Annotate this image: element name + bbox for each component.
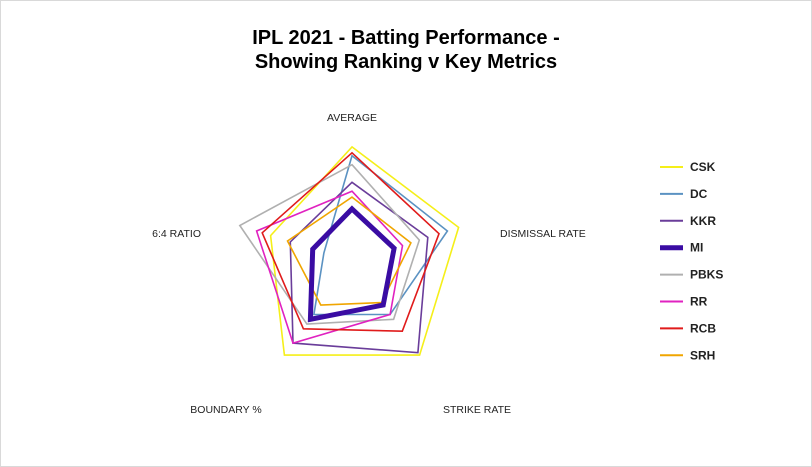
legend-label-rcb: RCB (690, 321, 716, 335)
series-dc-line (312, 154, 449, 316)
chart-title-line-2: Showing Ranking v Key Metrics (254, 51, 558, 73)
series-csk-line (269, 145, 460, 356)
legend-label-dc: DC (690, 187, 708, 201)
legend-label-csk: CSK (690, 160, 716, 174)
series-rcb-line (261, 151, 440, 333)
series-layer (238, 145, 460, 356)
chart-title-line-1: IPL 2021 - Batting Performance - (252, 27, 560, 49)
axis-label-boundary-: BOUNDARY % (190, 404, 261, 416)
legend-label-mi: MI (690, 241, 703, 255)
series-mi-line (307, 205, 397, 323)
axis-label-6-4-ratio: 6:4 RATIO (152, 228, 201, 240)
series-srh-line (286, 196, 412, 306)
axis-labels: AVERAGE DISMISSAL RATE STRIKE RATE BOUNDARY… (152, 112, 586, 416)
chart-title: IPL 2021 - Batting Performance - Showing… (0, 26, 812, 74)
legend-label-kkr: KKR (690, 214, 716, 228)
legend-label-srh: SRH (690, 348, 715, 362)
series-pbks-line (238, 163, 421, 325)
legend-label-pbks: PBKS (690, 268, 723, 282)
axis-label-average: AVERAGE (327, 112, 377, 124)
axis-label-dismissal-rate: DISMISSAL RATE (500, 228, 586, 240)
axis-label-strike-rate: STRIKE RATE (443, 404, 511, 416)
legend-label-rr: RR (690, 295, 708, 309)
legend: CSK DC KKR MI PBKS RR RCB SRH (660, 160, 723, 362)
